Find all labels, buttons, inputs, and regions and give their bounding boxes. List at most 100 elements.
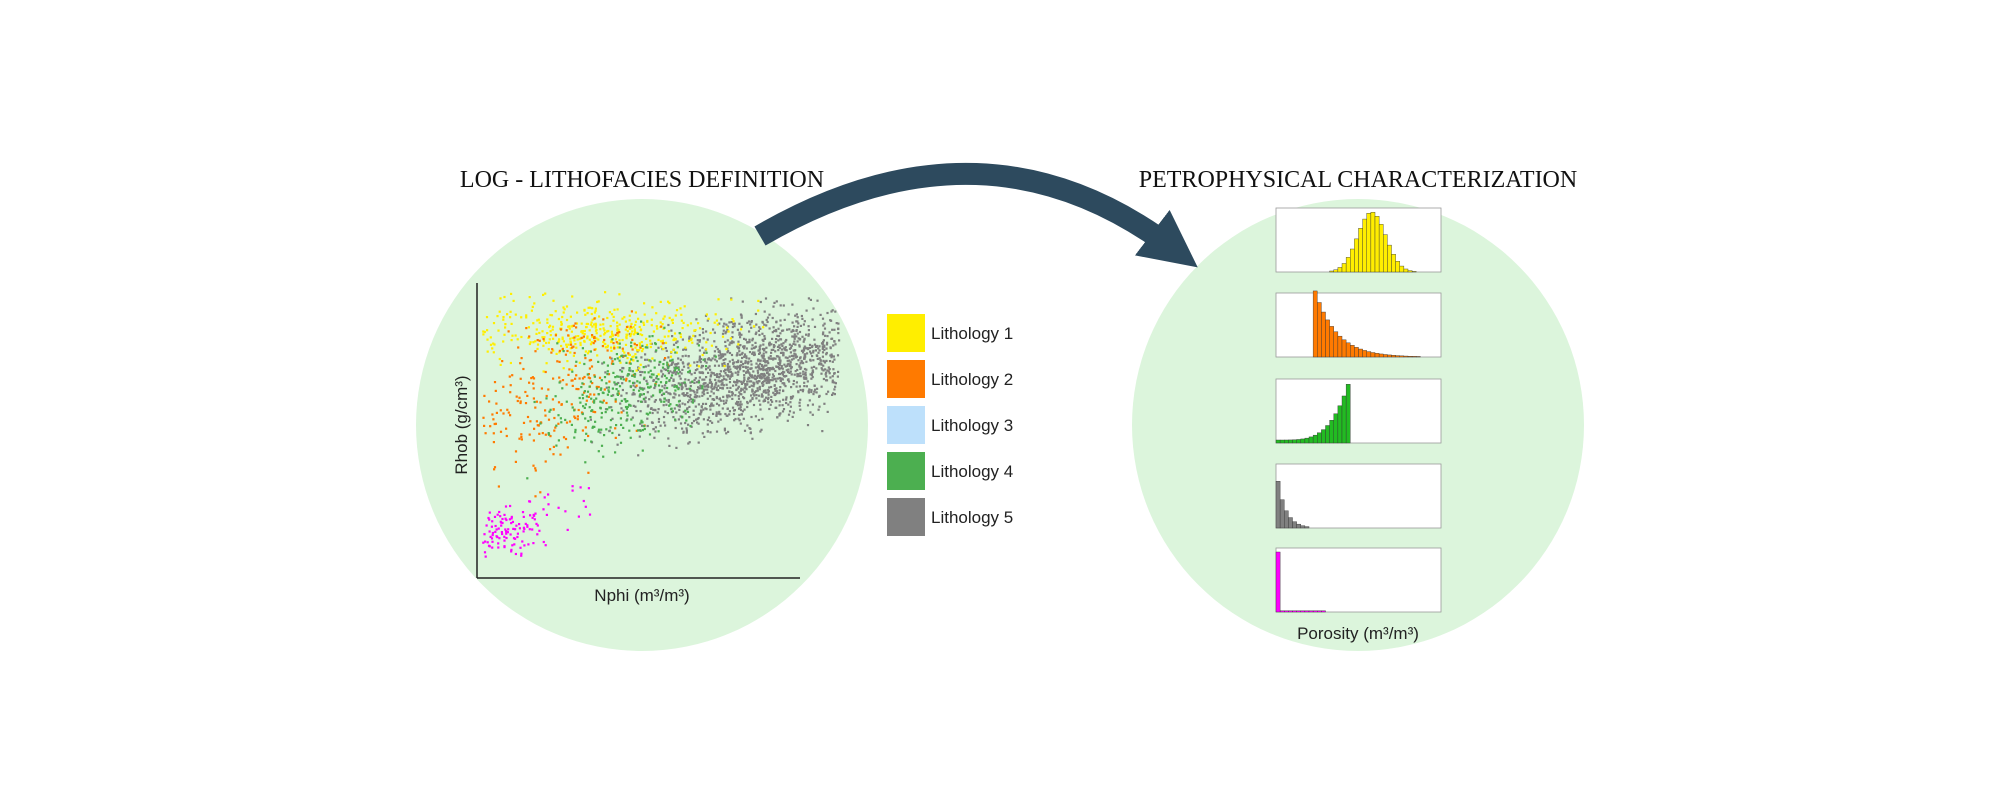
scatter-point <box>492 322 496 325</box>
scatter-point <box>693 371 696 374</box>
scatter-point <box>622 378 625 381</box>
scatter-point <box>490 525 493 528</box>
scatter-point <box>755 323 758 326</box>
scatter-point <box>588 385 591 388</box>
scatter-point <box>653 366 656 369</box>
scatter-point <box>622 354 625 358</box>
scatter-point <box>529 341 532 344</box>
scatter-point <box>743 429 747 432</box>
scatter-point <box>579 486 582 489</box>
scatter-point <box>685 431 688 434</box>
scatter-point <box>701 387 704 390</box>
histogram-bar <box>1312 290 1318 358</box>
scatter-point <box>782 342 785 345</box>
scatter-point <box>618 293 621 296</box>
scatter-point <box>653 359 656 362</box>
scatter-point <box>780 377 783 380</box>
scatter-point <box>831 360 834 363</box>
scatter-point <box>763 310 766 313</box>
scatter-point <box>642 323 646 326</box>
scatter-point <box>779 379 782 382</box>
scatter-point <box>689 424 692 428</box>
scatter-point <box>629 334 632 338</box>
scatter-point <box>751 344 754 347</box>
scatter-point <box>714 383 717 386</box>
scatter-point <box>675 341 678 344</box>
scatter-point <box>740 333 743 336</box>
histogram-bar <box>1370 352 1376 358</box>
scatter-point <box>673 369 677 372</box>
scatter-point <box>571 384 574 387</box>
scatter-point <box>587 350 590 353</box>
scatter-point <box>692 389 695 392</box>
scatter-point <box>778 389 781 392</box>
scatter-point <box>498 310 501 313</box>
scatter-point <box>532 341 535 344</box>
scatter-point <box>633 381 636 384</box>
scatter-point <box>799 337 802 341</box>
scatter-point <box>497 527 500 530</box>
scatter-point <box>668 302 671 305</box>
scatter-point <box>628 403 631 406</box>
scatter-point <box>763 372 766 375</box>
scatter-point <box>821 317 825 320</box>
scatter-point <box>769 355 772 358</box>
scatter-point <box>778 344 781 347</box>
scatter-point <box>629 362 632 365</box>
scatter-point <box>643 387 646 390</box>
scatter-point <box>679 377 682 380</box>
scatter-point <box>646 358 649 361</box>
scatter-point <box>639 422 642 425</box>
scatter-point <box>617 329 620 332</box>
scatter-point <box>712 387 716 390</box>
scatter-point <box>675 384 678 388</box>
scatter-point <box>566 446 569 449</box>
scatter-point <box>660 400 663 403</box>
scatter-point <box>673 337 676 340</box>
scatter-point <box>758 399 761 402</box>
scatter-point <box>815 367 818 370</box>
scatter-point <box>506 531 509 534</box>
scatter-point <box>559 453 562 456</box>
scatter-point <box>625 361 628 364</box>
scatter-point <box>704 402 708 405</box>
scatter-point <box>778 414 781 417</box>
scatter-point <box>758 349 761 352</box>
scatter-point <box>675 386 679 389</box>
scatter-point <box>582 405 585 408</box>
scatter-point <box>693 378 696 382</box>
scatter-point <box>642 366 645 369</box>
scatter-point <box>540 387 543 390</box>
scatter-point <box>560 320 563 324</box>
scatter-point <box>618 356 621 359</box>
scatter-point <box>612 315 615 318</box>
scatter-point <box>504 517 507 520</box>
scatter-point <box>641 449 644 452</box>
scatter-point <box>743 355 746 358</box>
scatter-point <box>605 382 608 385</box>
scatter-point <box>802 349 805 352</box>
scatter-point <box>632 355 635 358</box>
scatter-point <box>755 380 758 383</box>
scatter-point <box>661 373 665 376</box>
scatter-point <box>524 522 527 525</box>
scatter-point <box>757 299 760 302</box>
scatter-point <box>590 365 594 368</box>
scatter-point <box>805 376 808 379</box>
scatter-point <box>628 367 631 370</box>
scatter-point <box>754 332 757 336</box>
scatter-point <box>730 298 733 301</box>
scatter-point <box>661 385 664 388</box>
scatter-point <box>571 379 574 382</box>
scatter-point <box>601 362 604 365</box>
scatter-point <box>747 341 750 344</box>
scatter-point <box>796 368 799 372</box>
scatter-point <box>609 325 612 328</box>
scatter-point <box>763 368 766 371</box>
scatter-point <box>736 404 740 407</box>
scatter-point <box>494 530 497 533</box>
scatter-point <box>827 366 830 369</box>
scatter-point <box>609 356 612 359</box>
scatter-point <box>583 439 587 442</box>
scatter-point <box>709 420 712 423</box>
